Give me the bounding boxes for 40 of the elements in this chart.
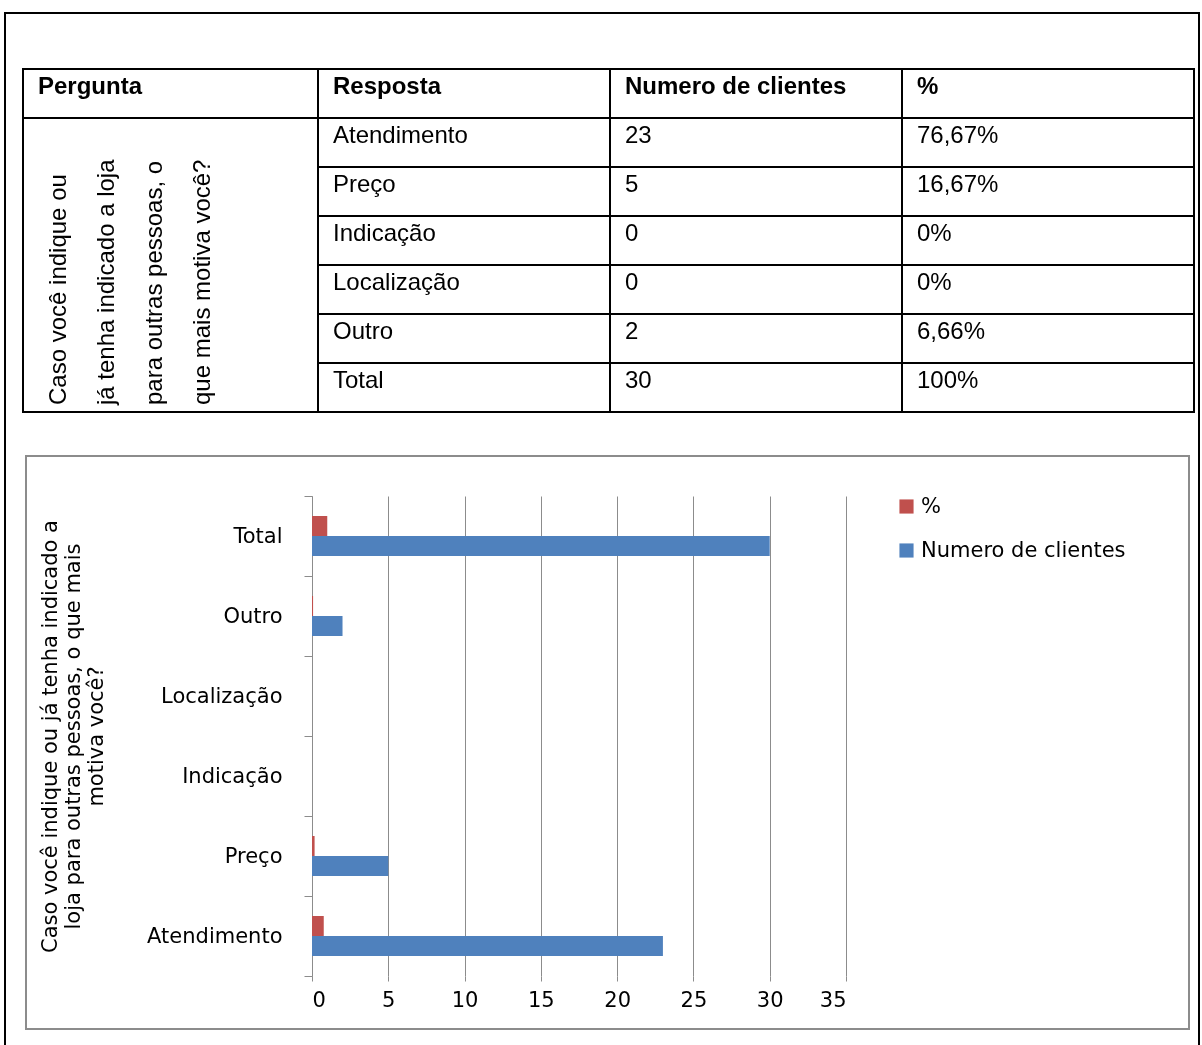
text: Pergunta (23, 69, 318, 118)
text: 6,66% (902, 314, 1194, 363)
text: Preço (318, 167, 610, 216)
y-tick-label: Localização (161, 683, 283, 708)
y-tick-label: Total (232, 523, 283, 548)
x-tick-label: 35 (819, 987, 847, 1012)
text: % (902, 69, 1194, 118)
y-tick-label: Atendimento (147, 923, 283, 948)
text: 0% (902, 265, 1194, 314)
text: Numero de clientes (610, 69, 902, 118)
text: Caso você indique ou já tenha indicado a loja para outras pessoas, o que mais motiva você? (43, 158, 216, 405)
x-tick-label: 20 (604, 987, 632, 1012)
text: 0 (610, 265, 902, 314)
legend-label: % (921, 493, 941, 518)
text: 30 (610, 363, 902, 412)
text: 76,67% (902, 118, 1194, 167)
text: Atendimento (318, 118, 610, 167)
x-tick-label: 30 (756, 987, 784, 1012)
text: 2 (610, 314, 902, 363)
x-tick-label: 10 (451, 987, 479, 1012)
text: Outro (318, 314, 610, 363)
x-tick-label: 15 (527, 987, 555, 1012)
text: Total (318, 363, 610, 412)
legend-label: Numero de clientes (921, 537, 1126, 562)
y-axis-title: Caso você indique ou já tenha indicado a loja para outras pessoas, o que mais motiva você? (38, 520, 109, 953)
text: 16,67% (902, 167, 1194, 216)
text: 0 (610, 216, 902, 265)
x-tick-label: 0 (312, 987, 326, 1012)
y-tick-label: Preço (224, 843, 283, 868)
text: Indicação (318, 216, 610, 265)
text: 100% (902, 363, 1194, 412)
text: 5 (610, 167, 902, 216)
y-tick-label: Outro (223, 603, 283, 628)
text: Resposta (318, 69, 610, 118)
text: 23 (610, 118, 902, 167)
x-tick-label: 25 (680, 987, 708, 1012)
text: 0% (902, 216, 1194, 265)
text: Localização (318, 265, 610, 314)
y-tick-label: Indicação (182, 763, 283, 788)
x-tick-label: 5 (382, 987, 396, 1012)
